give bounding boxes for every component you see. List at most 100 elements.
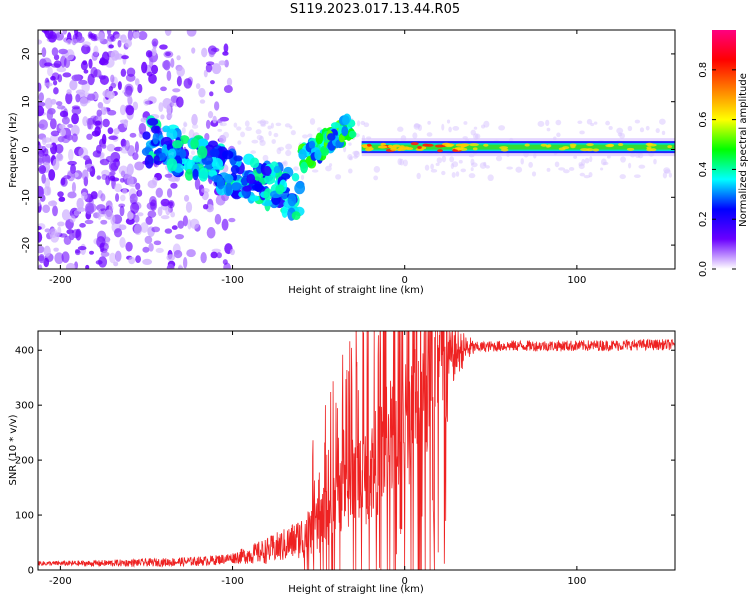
noise-speckle (191, 47, 196, 54)
diagonal-band-blob (151, 125, 160, 134)
noise-speckle (53, 80, 58, 86)
rise-band-blob (308, 140, 316, 149)
noise-speckle (160, 215, 170, 220)
noise-speckle (43, 186, 51, 196)
noise-speckle (109, 252, 116, 264)
chart-title: S119.2023.017.13.44.R05 (289, 2, 461, 17)
faint-speckle (506, 166, 514, 170)
faint-speckle (240, 131, 246, 138)
noise-speckle (96, 31, 105, 42)
noise-speckle (124, 139, 130, 151)
noise-speckle (77, 245, 87, 251)
faint-speckle (441, 155, 447, 163)
faint-speckle (282, 160, 288, 167)
noise-speckle (54, 144, 64, 154)
noise-speckle (82, 41, 91, 47)
top-x-ticks: -200 -100 0 100 (49, 30, 586, 286)
noise-speckle (176, 66, 185, 77)
noise-speckle (100, 251, 110, 257)
noise-speckle (100, 106, 108, 116)
rise-band-blob (314, 149, 322, 161)
noise-speckle (151, 64, 159, 75)
noise-speckle (160, 114, 165, 120)
noise-speckle (107, 109, 117, 116)
noise-speckle (118, 203, 126, 208)
faint-speckle (219, 122, 223, 126)
diagonal-band-blob (281, 173, 291, 180)
x-tick-label: -100 (221, 576, 244, 587)
diagonal-band-blob (147, 117, 159, 126)
noise-speckle (127, 30, 133, 41)
noise-speckle (117, 39, 122, 48)
bottom-y-axis-label: SNR (10 * v/v) (8, 414, 19, 485)
noise-speckle (172, 88, 181, 93)
noise-speckle (67, 191, 77, 199)
noise-speckle (166, 70, 172, 81)
noise-speckle (183, 78, 193, 89)
faint-speckle (348, 142, 352, 146)
noise-speckle (38, 199, 41, 207)
noise-speckle (120, 194, 126, 202)
noise-speckle (111, 177, 120, 182)
y-tick-label: 20 (21, 48, 32, 61)
faint-speckle (528, 161, 533, 168)
diagonal-band-blob (230, 165, 240, 174)
noise-speckle (38, 39, 43, 45)
faint-speckle (289, 125, 293, 129)
noise-speckle (98, 58, 109, 66)
noise-speckle (67, 123, 73, 128)
noise-speckle (158, 102, 164, 113)
noise-speckle (176, 75, 182, 87)
rise-band-blob (341, 125, 349, 137)
faint-speckle (663, 167, 671, 174)
colorbar-label: Normalized spectral amplitude (738, 73, 749, 227)
noise-speckle (155, 187, 163, 198)
noise-speckle (202, 204, 209, 210)
faint-speckle (515, 166, 523, 173)
noise-speckle (83, 69, 89, 74)
noise-speckle (135, 255, 141, 264)
noise-speckle (90, 115, 99, 121)
carrier-hotspot (380, 142, 387, 146)
noise-speckle (49, 228, 58, 239)
diagonal-band-blob (144, 154, 154, 169)
diagonal-band-blob (211, 174, 223, 183)
noise-speckle (87, 93, 96, 101)
carrier-hotspot (667, 145, 673, 149)
faint-speckle (273, 132, 279, 138)
noise-speckle (95, 260, 103, 265)
faint-speckle (485, 165, 490, 169)
faint-speckle (397, 126, 404, 132)
faint-speckle (448, 126, 452, 133)
carrier-hotspot (367, 143, 372, 147)
diagonal-band-blob (166, 128, 178, 140)
noise-speckle (57, 221, 65, 227)
diagonal-band-blob (275, 184, 285, 195)
faint-speckle (259, 135, 264, 143)
noise-speckle (94, 120, 102, 126)
noise-speckle (132, 101, 139, 111)
noise-speckle (128, 256, 136, 265)
faint-speckle (293, 166, 299, 171)
noise-speckle (87, 73, 95, 86)
noise-speckle (215, 194, 226, 206)
noise-speckle (59, 110, 69, 118)
faint-speckle (335, 174, 342, 180)
noise-speckle (38, 82, 42, 92)
rise-band-blob (341, 115, 350, 126)
faint-speckle (373, 166, 381, 173)
noise-speckle (42, 137, 52, 143)
noise-speckle (141, 61, 148, 74)
noise-speckle (119, 104, 127, 116)
faint-speckle (402, 159, 408, 167)
top-x-axis-label: Height of straight line (km) (288, 285, 424, 296)
carrier-hotspot (387, 144, 393, 148)
noise-speckle (199, 99, 206, 104)
faint-speckle (426, 132, 433, 137)
noise-speckle (123, 119, 128, 128)
noise-speckle (81, 191, 88, 200)
noise-speckle (125, 217, 135, 225)
diagonal-band-blob (197, 145, 208, 159)
noise-speckle (99, 158, 110, 166)
